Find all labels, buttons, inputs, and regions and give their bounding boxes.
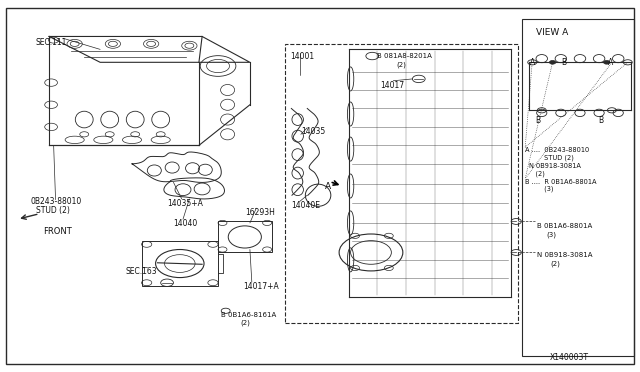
Text: 14035+A: 14035+A [167, 199, 203, 208]
Text: A ....  0B243-88010: A .... 0B243-88010 [525, 147, 589, 153]
Text: (3): (3) [525, 186, 554, 192]
Text: X140003T: X140003T [549, 353, 588, 362]
Text: SEC.163: SEC.163 [125, 267, 157, 276]
Bar [522, 19, 634, 356]
Text: (2): (2) [241, 320, 250, 326]
Text: (3): (3) [546, 231, 556, 238]
Text: B: B [561, 58, 566, 67]
Text: N 0B918-3081A: N 0B918-3081A [537, 253, 592, 259]
Bar [218, 221, 272, 253]
Text: SEC.111: SEC.111 [35, 38, 67, 47]
Text: 14035: 14035 [301, 127, 325, 136]
Text: B ....  R 0B1A6-8801A: B .... R 0B1A6-8801A [525, 179, 596, 185]
Text: 14001: 14001 [290, 52, 314, 61]
Text: STUD (2): STUD (2) [36, 206, 70, 215]
Text: A: A [608, 58, 613, 67]
Text: 16293H: 16293H [245, 208, 275, 217]
Text: B 0B1A6-8801A: B 0B1A6-8801A [537, 223, 592, 229]
Text: (2): (2) [529, 170, 545, 177]
Text: 14040E: 14040E [291, 201, 321, 210]
Circle shape [549, 61, 556, 64]
Text: 14017+A: 14017+A [244, 282, 279, 291]
Text: A: A [324, 182, 331, 190]
Text: B 0B1A6-8161A: B 0B1A6-8161A [221, 311, 276, 318]
Text: (2): (2) [550, 260, 561, 267]
Text: B: B [598, 116, 603, 125]
Text: A: A [531, 58, 536, 67]
Bar [141, 241, 218, 286]
Text: B: B [536, 116, 541, 125]
Bar [285, 44, 518, 323]
Text: 14040: 14040 [173, 219, 198, 228]
Text: (2): (2) [396, 61, 406, 68]
Text: N 0B918-3081A: N 0B918-3081A [529, 163, 581, 169]
Text: 0B243-88010: 0B243-88010 [30, 197, 81, 206]
Circle shape [604, 61, 610, 64]
Text: FRONT: FRONT [43, 227, 72, 235]
Text: VIEW A: VIEW A [536, 28, 568, 37]
Text: STUD (2): STUD (2) [525, 155, 574, 161]
Text: 14017: 14017 [380, 81, 404, 90]
Text: B 081A8-8201A: B 081A8-8201A [378, 53, 432, 59]
